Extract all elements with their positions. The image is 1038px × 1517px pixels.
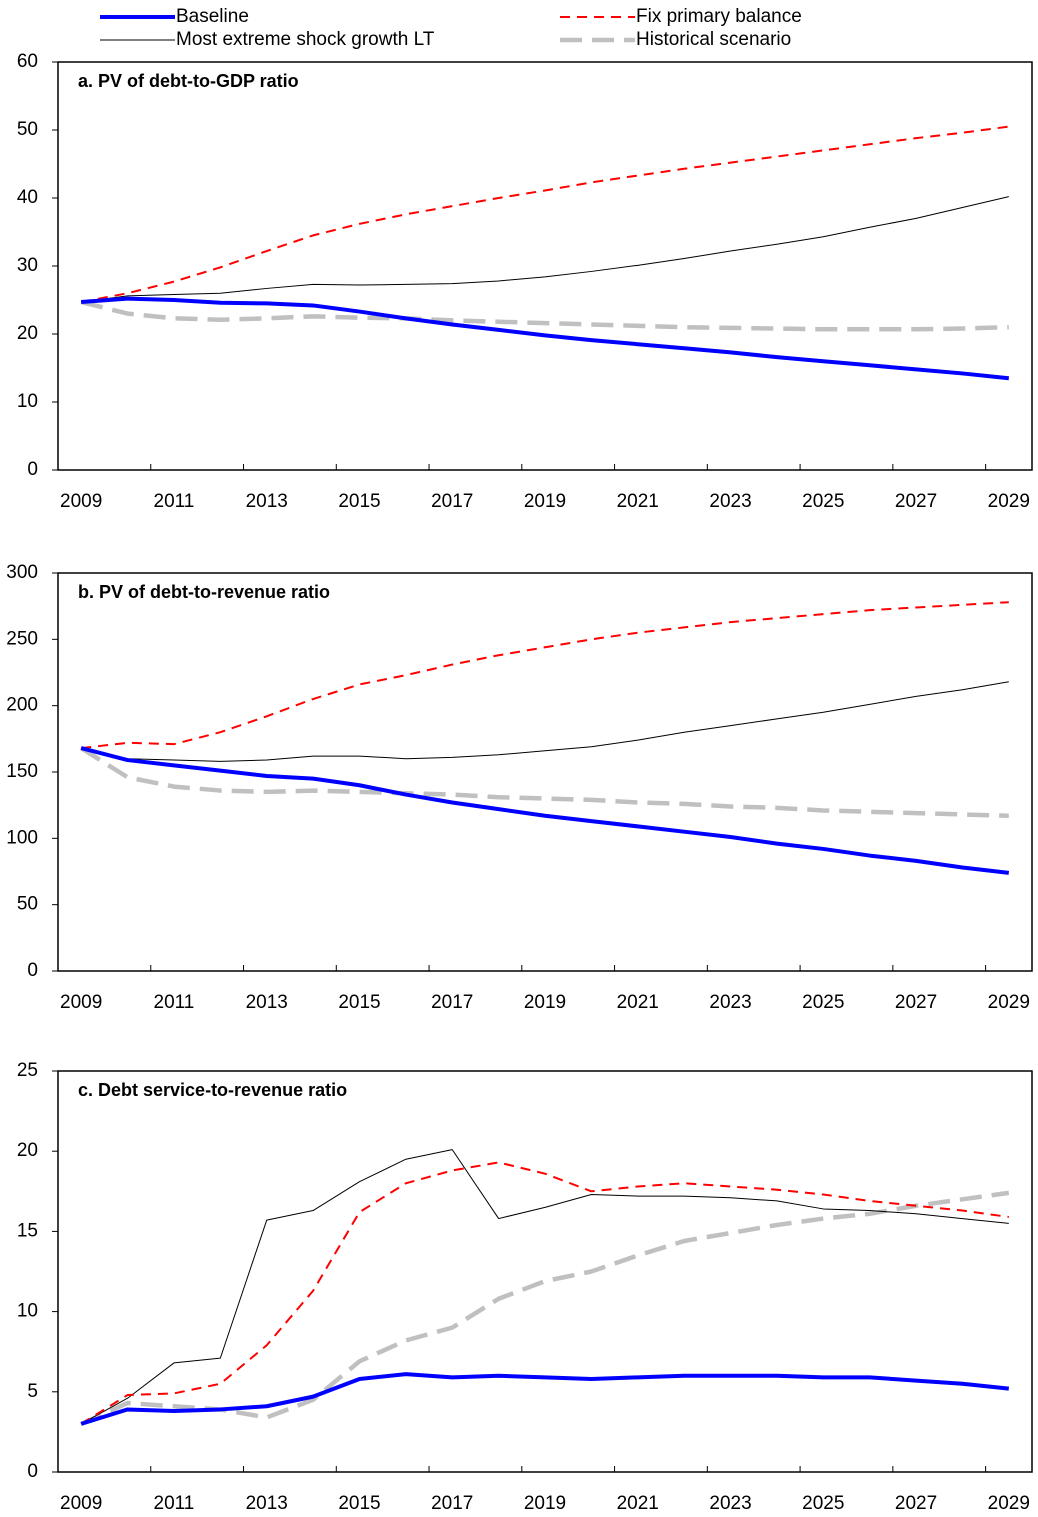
chart-title: b. PV of debt-to-revenue ratio xyxy=(78,582,330,602)
x-tick-label: 2011 xyxy=(154,491,195,512)
y-tick-label: 10 xyxy=(17,391,38,412)
x-tick-label: 2021 xyxy=(617,491,659,512)
x-tick-label: 2009 xyxy=(60,491,102,512)
x-tick-label: 2009 xyxy=(60,992,102,1013)
x-tick-label: 2015 xyxy=(338,1493,380,1514)
series-line xyxy=(80,1190,1010,1426)
x-tick-label: 2017 xyxy=(431,992,473,1013)
x-tick-label: 2015 xyxy=(338,992,380,1013)
series-line xyxy=(81,296,1010,381)
series-line xyxy=(80,299,1009,332)
x-tick-label: 2015 xyxy=(338,491,380,512)
x-tick-label: 2021 xyxy=(617,992,659,1013)
series-line xyxy=(81,681,1009,762)
x-tick-label: 2009 xyxy=(60,1493,102,1514)
x-tick-label: 2025 xyxy=(802,992,844,1013)
series-line xyxy=(80,1372,1010,1426)
x-tick-label: 2017 xyxy=(431,491,473,512)
y-tick-label: 200 xyxy=(6,695,38,716)
y-tick-label: 250 xyxy=(6,628,38,649)
x-tick-label: 2023 xyxy=(709,992,751,1013)
y-tick-label: 0 xyxy=(27,1461,38,1482)
y-tick-label: 20 xyxy=(17,323,38,344)
y-tick-label: 25 xyxy=(17,1060,38,1081)
x-tick-label: 2025 xyxy=(802,491,844,512)
chart-title: c. Debt service-to-revenue ratio xyxy=(78,1080,347,1100)
series-line xyxy=(80,1149,1009,1425)
x-tick-label: 2029 xyxy=(988,1493,1030,1514)
y-tick-label: 150 xyxy=(6,761,38,782)
y-tick-label: 40 xyxy=(17,187,38,208)
x-tick-label: 2029 xyxy=(988,992,1030,1013)
y-tick-label: 50 xyxy=(17,119,38,140)
series-line xyxy=(79,746,1009,819)
series-line xyxy=(80,1161,1009,1425)
x-tick-label: 2013 xyxy=(246,1493,288,1514)
x-tick-label: 2011 xyxy=(154,992,195,1013)
x-tick-label: 2019 xyxy=(524,1493,566,1514)
y-tick-label: 30 xyxy=(17,255,38,276)
y-tick-label: 60 xyxy=(17,51,38,72)
x-tick-label: 2021 xyxy=(617,1493,659,1514)
x-tick-label: 2019 xyxy=(524,491,566,512)
x-tick-label: 2013 xyxy=(246,491,288,512)
plot-frame xyxy=(57,1070,1033,1473)
x-tick-label: 2029 xyxy=(988,491,1030,512)
y-tick-label: 300 xyxy=(6,562,38,583)
y-tick-label: 15 xyxy=(17,1220,38,1241)
x-tick-label: 2025 xyxy=(802,1493,844,1514)
series-line xyxy=(81,196,1009,303)
x-tick-label: 2023 xyxy=(709,491,751,512)
legend-label: Fix primary balance xyxy=(636,6,802,27)
plot-frame xyxy=(57,572,1033,972)
x-tick-label: 2027 xyxy=(895,491,937,512)
y-tick-label: 0 xyxy=(27,459,38,480)
chart-title: a. PV of debt-to-GDP ratio xyxy=(78,71,299,91)
x-tick-label: 2017 xyxy=(431,1493,473,1514)
series-line xyxy=(80,746,1010,875)
x-tick-label: 2011 xyxy=(154,1493,195,1514)
series-line xyxy=(81,125,1009,304)
x-tick-label: 2013 xyxy=(246,992,288,1013)
series-line xyxy=(81,601,1009,750)
plot-frame xyxy=(57,61,1033,471)
y-tick-label: 50 xyxy=(17,894,38,915)
y-tick-label: 10 xyxy=(17,1301,38,1322)
x-tick-label: 2019 xyxy=(524,992,566,1013)
y-tick-label: 20 xyxy=(17,1140,38,1161)
x-tick-label: 2027 xyxy=(895,1493,937,1514)
legend-label: Historical scenario xyxy=(636,29,791,50)
y-tick-label: 100 xyxy=(6,827,38,848)
legend-label: Most extreme shock growth LT xyxy=(176,29,435,50)
y-tick-label: 5 xyxy=(27,1381,38,1402)
x-tick-label: 2027 xyxy=(895,992,937,1013)
x-tick-label: 2023 xyxy=(709,1493,751,1514)
y-tick-label: 0 xyxy=(27,960,38,981)
legend-label: Baseline xyxy=(176,6,249,27)
